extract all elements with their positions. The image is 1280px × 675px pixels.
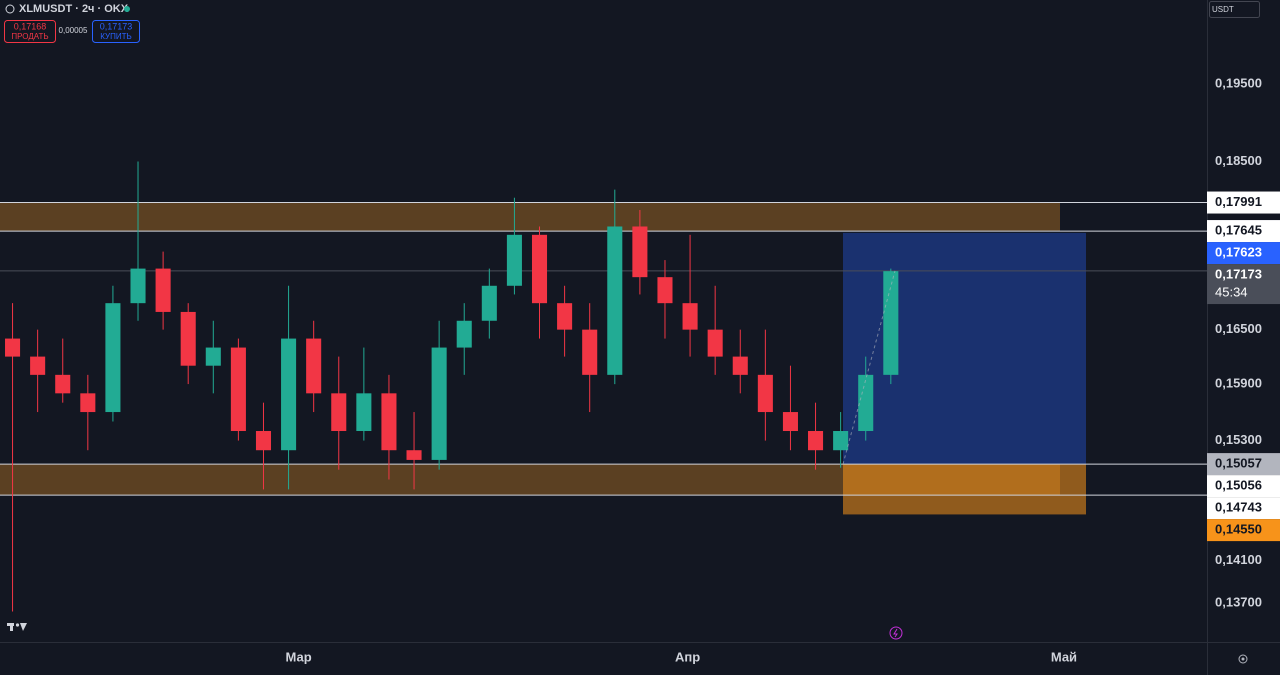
y-tick-label: 0,14100 <box>1215 552 1262 567</box>
candle-body <box>356 393 372 432</box>
candle-body <box>833 431 849 451</box>
candle-body <box>105 303 121 413</box>
x-tick-label: Апр <box>675 649 700 664</box>
buy-price[interactable]: 0,17173 <box>100 21 133 31</box>
candle-body <box>55 374 71 394</box>
candle-body <box>607 226 623 375</box>
price-marker <box>1207 264 1280 305</box>
candle-body <box>281 338 297 451</box>
price-marker-label: 0,14743 <box>1215 500 1262 515</box>
plot-area <box>0 161 1207 612</box>
sell-price[interactable]: 0,17168 <box>14 21 47 31</box>
y-tick-label: 0,13700 <box>1215 594 1262 609</box>
position-target-zone <box>843 232 1086 465</box>
y-tick-label: 0,15300 <box>1215 432 1262 447</box>
candle-body <box>858 374 874 432</box>
logo-part[interactable] <box>15 623 20 627</box>
candle-body <box>707 329 723 357</box>
candle-body <box>255 431 272 451</box>
candle-body <box>30 356 46 375</box>
price-marker <box>1207 497 1280 520</box>
candle-body <box>130 268 146 304</box>
candle-body <box>381 393 397 451</box>
candle-body <box>883 271 899 375</box>
candle-body <box>481 285 497 321</box>
candle-body <box>205 347 221 366</box>
axes: 0,19500 0,18500 0,16500 0,15900 0,15300 0,141… <box>286 76 1280 664</box>
lightning-icon[interactable] <box>889 626 903 640</box>
candle-body <box>582 329 598 375</box>
price-marker-label: 0,17173 <box>1215 267 1262 282</box>
currency-select[interactable]: USDT <box>1209 1 1260 18</box>
currency-label[interactable]: USDT <box>1212 5 1234 14</box>
sell-button-frame[interactable] <box>4 20 56 43</box>
price-marker <box>1207 242 1280 265</box>
zone <box>0 202 1060 232</box>
price-marker-label: 0,15056 <box>1215 478 1262 493</box>
candle-body <box>808 431 824 451</box>
price-marker-label: 0,15057 <box>1215 456 1262 471</box>
currency-frame[interactable] <box>1209 1 1260 18</box>
buy-label[interactable]: КУПИТЬ <box>100 32 131 41</box>
buy-button[interactable]: 0,17173 КУПИТЬ <box>92 20 140 43</box>
tv-logo[interactable] <box>7 623 27 631</box>
price-marker <box>1207 475 1280 498</box>
candle-body <box>331 393 347 432</box>
price-marker <box>1207 191 1280 214</box>
status-dot <box>124 6 130 12</box>
candle-body <box>155 268 171 312</box>
symbol-icon <box>5 4 15 14</box>
candle-body <box>732 356 748 375</box>
price-marker-label: 0,14550 <box>1215 522 1262 537</box>
candle-body <box>431 347 447 460</box>
candle-body <box>180 311 196 366</box>
buy-button-frame[interactable] <box>92 20 140 43</box>
candle-body <box>80 393 96 413</box>
sell-label[interactable]: ПРОДАТЬ <box>11 32 48 41</box>
candle-body <box>531 234 548 304</box>
x-tick-label: Май <box>1051 649 1077 664</box>
price-marker-label: 0,17991 <box>1215 194 1262 209</box>
candle-body <box>5 338 21 357</box>
y-tick-label: 0,19500 <box>1215 76 1262 91</box>
symbol-title: XLMUSDT · 2ч · OKX <box>19 3 129 15</box>
position-stop-zone <box>843 464 1086 515</box>
price-marker-label: 0,17645 <box>1215 223 1262 238</box>
sell-button[interactable]: 0,17168 ПРОДАТЬ <box>4 20 56 43</box>
candle-body <box>306 338 322 394</box>
symbol-header: XLMUSDT · 2ч · OKX <box>5 3 130 15</box>
candle-body <box>632 226 648 278</box>
candle-body <box>456 320 472 348</box>
price-marker <box>1207 519 1280 542</box>
settings-outer[interactable] <box>1238 654 1248 664</box>
price-marker <box>1207 453 1280 476</box>
lightning-bolt[interactable] <box>893 628 898 638</box>
candle-body <box>657 277 673 304</box>
candle-body <box>230 347 246 432</box>
settings-icon[interactable] <box>1238 654 1248 664</box>
spread: 0,00005 <box>59 26 88 35</box>
settings-inner[interactable] <box>1241 657 1245 661</box>
x-tick-label: Мар <box>286 649 312 664</box>
lightning-circle[interactable] <box>889 626 903 640</box>
price-marker-label: 0,17623 <box>1215 245 1262 260</box>
logo-part[interactable] <box>10 623 13 631</box>
candle-body <box>757 374 773 413</box>
candle-body <box>557 303 573 330</box>
candle-body <box>506 234 522 286</box>
countdown-label: 45:34 <box>1215 285 1248 300</box>
candle-body <box>782 412 798 432</box>
logo-part[interactable] <box>20 623 27 631</box>
y-tick-label: 0,15900 <box>1215 376 1262 391</box>
y-tick-label: 0,18500 <box>1215 153 1262 168</box>
y-tick-label: 0,16500 <box>1215 321 1262 336</box>
price-marker <box>1207 220 1280 243</box>
candle-body <box>682 303 698 330</box>
candle-body <box>406 450 422 460</box>
